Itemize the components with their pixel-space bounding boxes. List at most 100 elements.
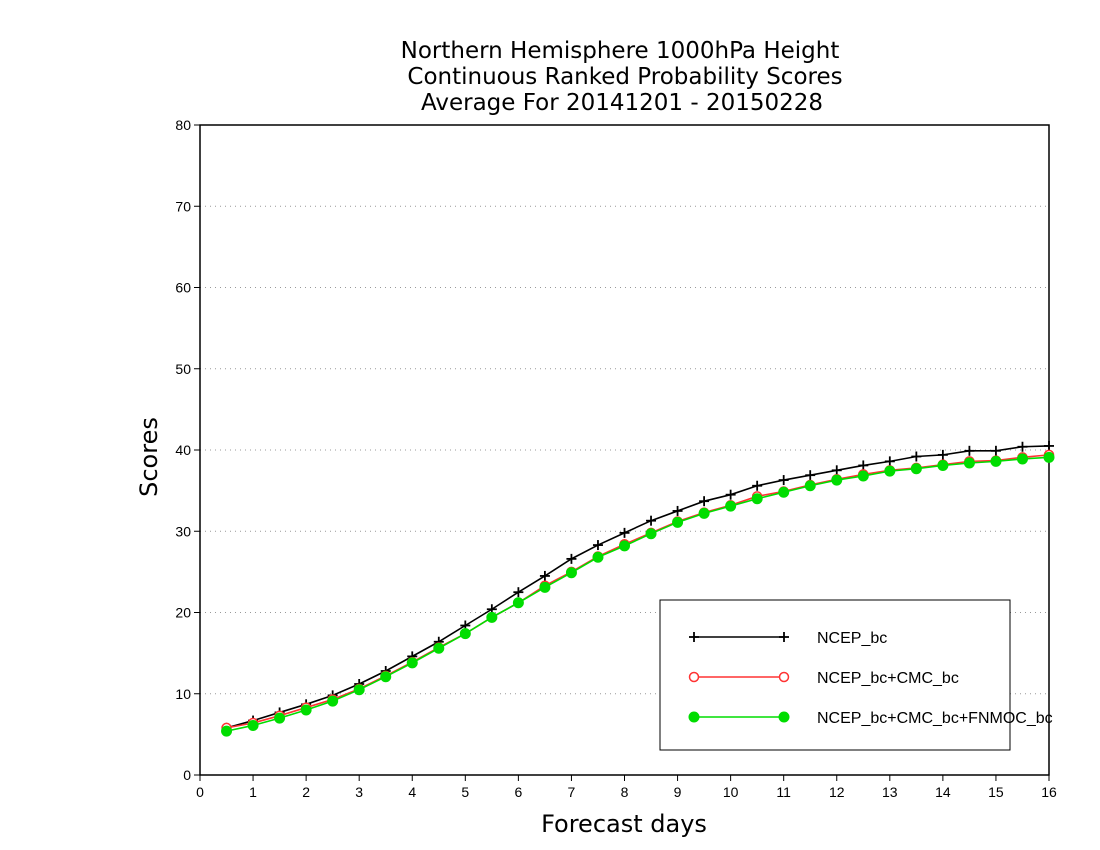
legend-marker bbox=[778, 671, 790, 683]
data-point bbox=[327, 695, 339, 707]
x-tick-label: 14 bbox=[935, 784, 951, 800]
y-tick-label: 60 bbox=[175, 280, 191, 296]
data-point bbox=[406, 657, 418, 669]
data-point bbox=[459, 628, 471, 640]
data-point bbox=[619, 540, 630, 552]
y-tick-label: 0 bbox=[183, 767, 191, 783]
data-point bbox=[512, 597, 524, 609]
data-point bbox=[937, 449, 948, 460]
legend-label: NCEP_bc+CMC_bc+FNMOC_bc bbox=[817, 710, 1053, 727]
data-point bbox=[964, 445, 975, 456]
data-point bbox=[672, 505, 683, 516]
data-point bbox=[884, 465, 896, 477]
data-point bbox=[698, 507, 710, 519]
data-point bbox=[221, 725, 233, 737]
data-point bbox=[300, 704, 312, 716]
x-tick-label: 5 bbox=[461, 784, 469, 800]
y-tick-label: 20 bbox=[175, 605, 191, 621]
y-tick-label: 70 bbox=[175, 198, 191, 214]
y-tick-label: 50 bbox=[175, 361, 191, 377]
data-point bbox=[380, 671, 392, 683]
data-point bbox=[1043, 451, 1055, 463]
y-axis: 0 10 20 30 40 50 60 70 80 bbox=[175, 117, 200, 783]
data-point bbox=[751, 493, 763, 505]
chart-title-line-3: Average For 20141201 - 20150228 bbox=[421, 90, 823, 116]
data-point bbox=[778, 486, 790, 498]
x-tick-label: 15 bbox=[988, 784, 1004, 800]
y-axis-label: Scores bbox=[135, 417, 163, 497]
x-tick-label: 16 bbox=[1041, 784, 1057, 800]
y-tick-label: 30 bbox=[175, 523, 191, 539]
x-tick-label: 1 bbox=[249, 784, 257, 800]
data-point bbox=[539, 581, 551, 593]
x-tick-label: 13 bbox=[882, 784, 898, 800]
legend-marker bbox=[688, 711, 700, 723]
data-point bbox=[699, 496, 710, 507]
data-point bbox=[274, 712, 286, 724]
data-point bbox=[619, 527, 630, 538]
x-tick-label: 6 bbox=[514, 784, 522, 800]
legend-box bbox=[659, 599, 1011, 751]
data-point bbox=[884, 456, 895, 467]
legend-marker bbox=[778, 711, 790, 723]
y-tick-label: 40 bbox=[175, 442, 191, 458]
series-2 bbox=[221, 451, 1055, 737]
data-point bbox=[513, 587, 524, 598]
x-tick-label: 8 bbox=[621, 784, 629, 800]
x-axis-label: Forecast days bbox=[541, 810, 707, 838]
data-point bbox=[831, 474, 843, 486]
y-tick-label: 10 bbox=[175, 686, 191, 702]
legend-item-1: NCEP_bc+CMC_bc bbox=[688, 670, 959, 687]
data-point bbox=[1016, 453, 1028, 465]
data-point bbox=[433, 642, 445, 654]
data-point bbox=[963, 457, 975, 469]
legend-item-0: NCEP_bc bbox=[689, 630, 887, 647]
data-point bbox=[592, 551, 604, 563]
chart-title-line-2: Continuous Ranked Probability Scores bbox=[407, 64, 842, 90]
x-tick-label: 4 bbox=[408, 784, 416, 800]
legend-item-2: NCEP_bc+CMC_bc+FNMOC_bc bbox=[688, 710, 1053, 727]
x-tick-label: 11 bbox=[776, 784, 791, 800]
data-point bbox=[725, 500, 737, 512]
data-point bbox=[752, 480, 763, 491]
data-point bbox=[646, 515, 657, 526]
y-tick-label: 80 bbox=[175, 117, 191, 133]
data-point bbox=[592, 540, 603, 551]
legend-marker bbox=[688, 671, 700, 683]
data-point bbox=[990, 445, 1001, 456]
legend-label: NCEP_bc bbox=[817, 630, 887, 647]
x-tick-label: 0 bbox=[196, 784, 204, 800]
data-point bbox=[645, 528, 657, 540]
data-point bbox=[831, 465, 842, 476]
legend-marker bbox=[779, 632, 789, 642]
data-point bbox=[353, 684, 365, 696]
x-tick-label: 10 bbox=[723, 784, 739, 800]
data-point bbox=[910, 463, 922, 475]
legend-label: NCEP_bc+CMC_bc bbox=[817, 670, 959, 687]
x-axis: 0 1 2 3 4 5 6 7 8 9 10 11 12 13 14 15 16 bbox=[196, 775, 1057, 800]
x-tick-label: 7 bbox=[568, 784, 576, 800]
data-point bbox=[1017, 441, 1028, 452]
x-tick-label: 3 bbox=[355, 784, 363, 800]
data-point bbox=[778, 475, 789, 486]
x-tick-label: 12 bbox=[829, 784, 845, 800]
x-tick-label: 9 bbox=[674, 784, 682, 800]
data-point bbox=[539, 570, 550, 581]
data-point bbox=[937, 459, 949, 471]
data-point bbox=[725, 489, 736, 500]
data-point bbox=[804, 480, 816, 492]
data-point bbox=[1044, 440, 1054, 451]
data-point bbox=[247, 719, 259, 731]
chart-title: Northern Hemisphere 1000hPa Height Conti… bbox=[401, 38, 843, 116]
data-point bbox=[857, 470, 869, 482]
data-point bbox=[672, 516, 684, 528]
data-point bbox=[911, 451, 922, 462]
series-layer bbox=[221, 440, 1055, 737]
legend: NCEP_bc NCEP_bc+CMC_bc NCEP_bc+CMC_bc+FNMO… bbox=[659, 599, 1053, 751]
data-point bbox=[565, 567, 577, 579]
data-point bbox=[858, 460, 869, 471]
chart-title-line-1: Northern Hemisphere 1000hPa Height bbox=[401, 38, 840, 64]
legend-marker bbox=[689, 632, 699, 642]
data-point bbox=[486, 611, 498, 623]
